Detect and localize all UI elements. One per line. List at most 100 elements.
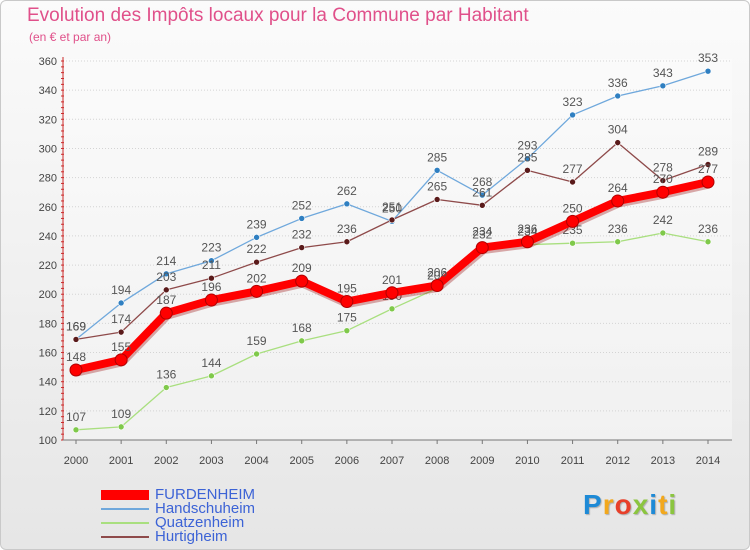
point-handschuheim (569, 111, 576, 119)
logo-letter: i (649, 489, 659, 520)
point-hurtigheim (659, 177, 667, 184)
y-tick-label: 220 (39, 260, 57, 272)
legend-label: Quatzenheim (155, 514, 245, 531)
x-tick-label: 2010 (515, 455, 539, 467)
x-tick-label: 2004 (244, 455, 268, 467)
legend-item-quatzenheim: Quatzenheim (101, 514, 301, 531)
data-label-hurtigheim: 304 (608, 123, 628, 137)
point-hurtigheim (704, 161, 712, 168)
point-hurtigheim (117, 328, 125, 336)
data-label-quatzenheim: 236 (608, 222, 628, 236)
data-label-hurtigheim: 211 (202, 258, 221, 272)
data-label-handschuheim: 250 (382, 201, 402, 215)
legend-item-furdenheim: FURDENHEIM (101, 486, 301, 503)
point-furdenheim (385, 286, 399, 300)
point-quatzenheim (659, 229, 667, 237)
legend-item-hurtigheim: Hurtigheim (101, 528, 301, 545)
data-label-quatzenheim: 159 (247, 334, 267, 348)
y-tick-label: 360 (39, 56, 57, 68)
x-tick-label: 2006 (335, 455, 359, 467)
point-handschuheim (117, 299, 125, 307)
logo-letter: t (658, 489, 669, 520)
data-label-hurtigheim: 203 (156, 270, 176, 284)
point-furdenheim (204, 293, 218, 307)
point-hurtigheim (343, 238, 351, 246)
data-label-hurtigheim: 169 (66, 319, 86, 333)
point-hurtigheim (614, 139, 622, 146)
data-label-furdenheim: 236 (517, 222, 537, 236)
data-label-handschuheim: 214 (156, 254, 176, 268)
data-label-furdenheim: 187 (156, 293, 176, 307)
point-furdenheim (340, 295, 354, 309)
point-hurtigheim (162, 286, 170, 294)
x-tick-label: 2008 (425, 455, 449, 467)
point-hurtigheim (569, 178, 576, 186)
data-label-furdenheim: 270 (653, 172, 673, 186)
point-handschuheim (253, 234, 260, 241)
data-label-hurtigheim: 236 (337, 222, 357, 236)
point-furdenheim (159, 306, 173, 320)
point-quatzenheim (253, 350, 260, 358)
x-tick-label: 2001 (109, 455, 133, 467)
data-label-handschuheim: 252 (292, 198, 312, 212)
chart-subtitle: (en € et par an) (29, 30, 112, 44)
data-label-hurtigheim: 174 (111, 312, 131, 326)
y-tick-label: 340 (39, 85, 57, 97)
y-tick-label: 100 (39, 435, 57, 447)
data-label-furdenheim: 232 (472, 228, 492, 242)
data-label-quatzenheim: 242 (653, 213, 673, 227)
legend-swatch (101, 490, 149, 500)
data-label-handschuheim: 343 (653, 66, 673, 80)
point-handschuheim (298, 215, 306, 222)
data-label-quatzenheim: 136 (156, 368, 176, 382)
point-handschuheim (614, 92, 622, 100)
x-tick-label: 2011 (561, 455, 585, 467)
logo-letter: x (632, 489, 650, 520)
point-quatzenheim (614, 238, 622, 246)
y-tick-label: 320 (39, 114, 57, 126)
data-label-handschuheim: 194 (111, 283, 131, 297)
data-label-furdenheim: 250 (563, 201, 583, 215)
point-quatzenheim (298, 337, 306, 345)
y-tick-label: 180 (39, 318, 57, 330)
data-label-furdenheim: 206 (427, 265, 447, 279)
chart-legend: FURDENHEIM Handschuheim Quatzenheim Hurt… (101, 486, 301, 545)
point-hurtigheim (433, 196, 441, 203)
data-label-hurtigheim: 265 (427, 179, 447, 193)
x-tick-label: 2000 (64, 455, 88, 467)
data-label-quatzenheim: 109 (111, 407, 131, 421)
point-hurtigheim (253, 258, 260, 266)
point-furdenheim (611, 194, 625, 208)
x-tick-label: 2014 (696, 455, 720, 467)
data-label-handschuheim: 223 (201, 241, 221, 255)
point-quatzenheim (117, 423, 125, 431)
point-furdenheim (475, 241, 489, 255)
point-handschuheim (704, 67, 712, 75)
data-label-quatzenheim: 236 (698, 222, 718, 236)
point-quatzenheim (704, 238, 712, 246)
point-handschuheim (524, 155, 531, 162)
data-label-hurtigheim: 278 (653, 161, 673, 175)
logo-letter: o (614, 489, 633, 520)
data-label-quatzenheim: 175 (337, 311, 357, 325)
legend-swatch (101, 522, 149, 524)
x-tick-label: 2012 (605, 455, 629, 467)
data-label-handschuheim: 323 (563, 95, 583, 109)
point-handschuheim (433, 167, 441, 174)
point-handschuheim (343, 200, 351, 208)
x-tick-label: 2003 (199, 455, 223, 467)
data-label-hurtigheim: 222 (247, 242, 267, 256)
data-label-handschuheim: 353 (698, 51, 718, 65)
chart-title: Evolution des Impôts locaux pour la Comm… (27, 5, 529, 26)
y-tick-label: 300 (39, 143, 57, 155)
plot-area (63, 59, 732, 440)
logo-letter: r (602, 489, 615, 520)
data-label-handschuheim: 293 (517, 139, 537, 153)
point-hurtigheim (524, 167, 531, 174)
point-handschuheim (478, 191, 486, 199)
data-label-handschuheim: 262 (337, 184, 357, 198)
data-label-furdenheim: 209 (292, 261, 312, 275)
y-tick-label: 280 (39, 173, 57, 185)
proxiti-logo: Proxiti (583, 489, 677, 521)
